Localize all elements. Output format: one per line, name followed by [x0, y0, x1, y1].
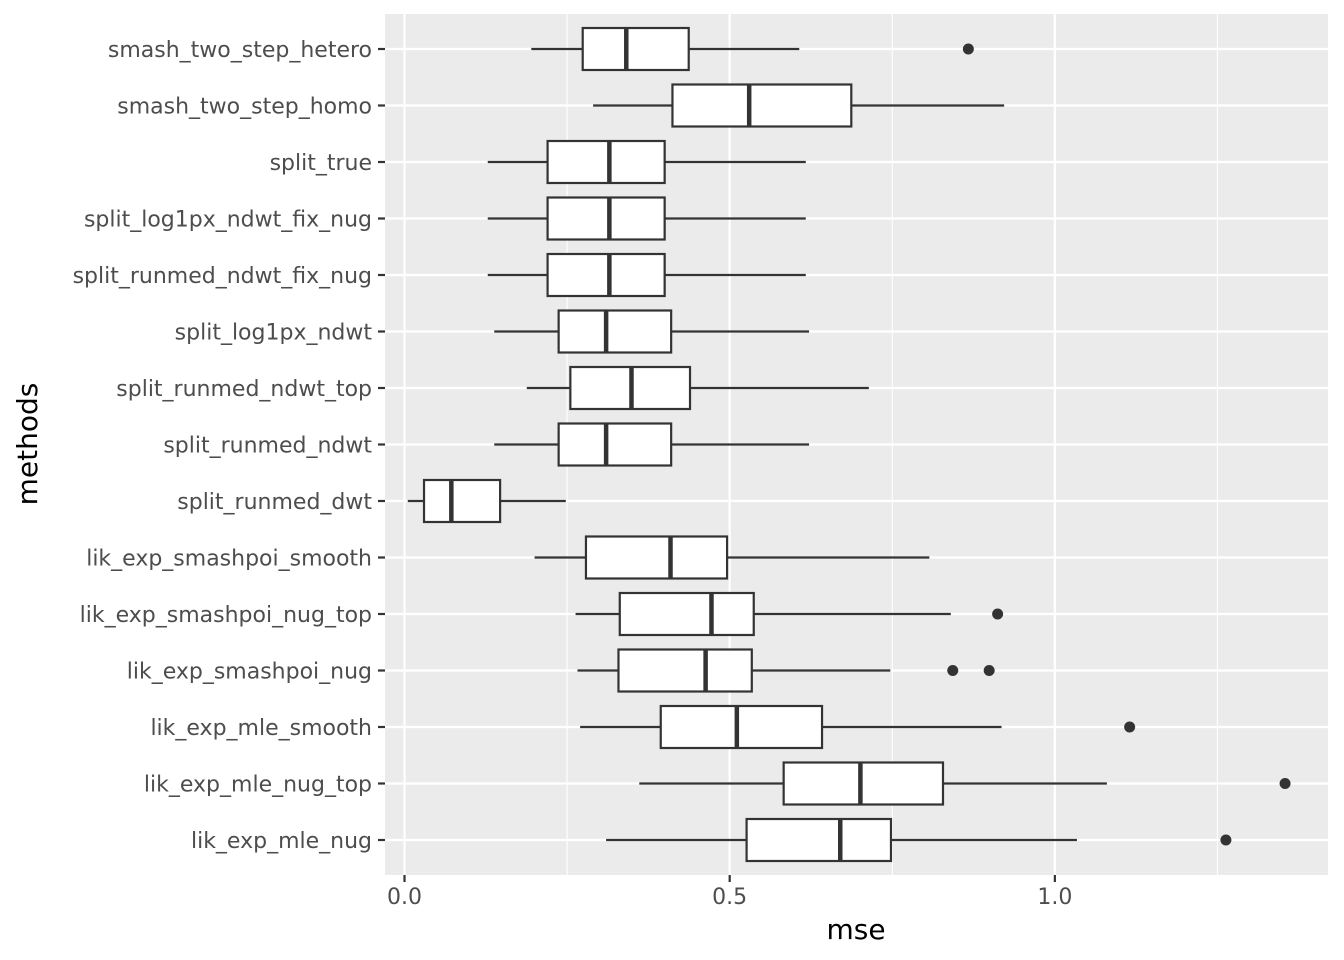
y-tick-label: split_runmed_ndwt: [163, 434, 372, 459]
box-iqr: [782, 761, 945, 806]
outlier-point: [1124, 721, 1136, 733]
box-smash_two_step_hetero: [531, 26, 974, 72]
box-lik_exp_mle_nug_top: [639, 761, 1291, 806]
y-tick-label: lik_exp_smashpoi_smooth: [86, 547, 372, 572]
outlier-point: [947, 665, 959, 676]
box-smash_two_step_homo: [593, 83, 1005, 128]
box-lik_exp_smashpoi_nug_top: [575, 591, 1004, 637]
outlier-point: [1220, 834, 1232, 846]
y-tick-label: lik_exp_smashpoi_nug: [127, 660, 372, 685]
y-tick-label: split_true: [270, 151, 372, 176]
box-split_runmed_ndwt_top: [526, 365, 869, 411]
y-tick-label: split_runmed_ndwt_fix_nug: [73, 264, 372, 289]
box-iqr: [617, 648, 753, 693]
outlier-point: [992, 608, 1004, 620]
box-split_runmed_ndwt_fix_nug: [487, 252, 806, 298]
y-tick-label: split_log1px_ndwt_fix_nug: [84, 208, 372, 233]
x-tick-label: 0.0: [387, 885, 422, 910]
box-split_runmed_dwt: [407, 478, 566, 524]
y-tick-label: split_runmed_dwt: [177, 490, 372, 515]
outlier-point: [962, 43, 974, 55]
box-series: [407, 26, 1291, 863]
box-lik_exp_smashpoi_nug: [577, 648, 995, 693]
y-tick-label: split_log1px_ndwt: [175, 321, 373, 346]
box-iqr: [546, 252, 666, 298]
box-iqr: [557, 309, 673, 354]
box-iqr: [557, 422, 673, 467]
x-axis: 0.0 0.5 1.0: [387, 875, 1072, 910]
box-split_log1px_ndwt_fix_nug: [487, 196, 806, 241]
y-tick-label: smash_two_step_homo: [117, 95, 372, 120]
box-iqr: [671, 83, 853, 128]
box-iqr: [659, 704, 824, 750]
box-lik_exp_mle_nug: [606, 817, 1232, 863]
y-axis: smash_two_step_hetero smash_two_step_homo…: [73, 38, 385, 854]
outlier-point: [983, 665, 995, 676]
box-iqr: [546, 196, 666, 241]
x-tick-label: 0.5: [712, 885, 747, 910]
box-iqr: [745, 817, 893, 863]
box-split_log1px_ndwt: [494, 309, 810, 354]
box-iqr: [618, 591, 755, 637]
y-tick-label: lik_exp_mle_nug: [191, 829, 372, 854]
box-split_runmed_ndwt: [494, 422, 810, 467]
y-tick-label: lik_exp_smashpoi_nug_top: [80, 603, 372, 628]
box-iqr: [546, 139, 666, 185]
box-lik_exp_smashpoi_smooth: [534, 535, 930, 580]
y-tick-label: lik_exp_mle_smooth: [150, 716, 372, 741]
y-tick-label: lik_exp_mle_nug_top: [144, 773, 372, 798]
box-iqr: [422, 478, 502, 524]
x-axis-title: mse: [826, 913, 885, 946]
y-tick-label: split_runmed_ndwt_top: [116, 377, 372, 402]
box-split_true: [487, 139, 806, 185]
box-lik_exp_mle_smooth: [580, 704, 1136, 750]
y-tick-label: smash_two_step_hetero: [108, 38, 372, 63]
box-iqr: [581, 26, 690, 72]
y-axis-title: methods: [11, 383, 44, 506]
outlier-point: [1279, 778, 1291, 789]
x-tick-label: 1.0: [1037, 885, 1072, 910]
box-iqr: [584, 535, 729, 580]
